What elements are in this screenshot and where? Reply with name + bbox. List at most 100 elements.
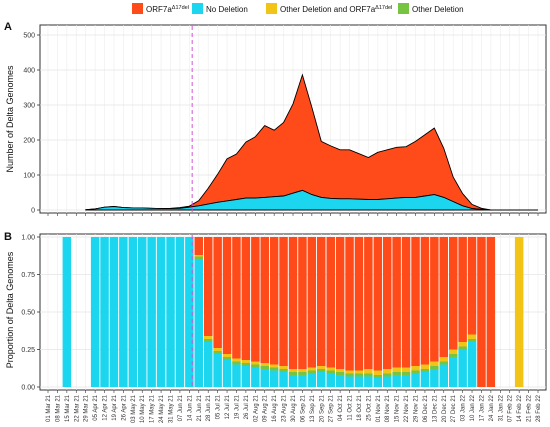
bar-orf7a [486, 237, 496, 387]
panel-a-ytick-label: 0 [31, 208, 35, 215]
bar-other-deletion [392, 372, 401, 375]
bar-orf7a [317, 237, 326, 366]
bar-no-deletion [364, 376, 373, 387]
bar-no-deletion [317, 372, 326, 387]
bar-other-and-orf7a [213, 348, 222, 351]
panel-b-plot: 0.00 0.25 0.50 0.75 1.00 [21, 233, 547, 392]
x-tick-label: 28 Feb 22 [536, 394, 542, 422]
x-tick-label: 30 Aug 21 [291, 394, 297, 422]
bar-other-and-orf7a [232, 358, 241, 362]
x-tick-label: 22 Nov 21 [404, 394, 410, 422]
x-tick-label: 02 Aug 21 [253, 394, 259, 422]
bar-no-deletion [185, 237, 194, 387]
x-tick-label: 14 Feb 22 [517, 394, 523, 422]
panel-a-ytick-label: 300 [23, 103, 35, 110]
bar-orf7a [383, 237, 392, 369]
x-axis: 01 Mar 21 08 Mar 21 15 Mar 21 22 Mar 21 29 M… [46, 213, 542, 423]
panel-b-ytick-label: 0.00 [21, 385, 35, 392]
bar-no-deletion [204, 342, 213, 387]
bar-orf7a [477, 237, 486, 387]
panel-a-tag: A [4, 21, 12, 33]
bar-other-and-orf7a [401, 367, 411, 372]
bar-other-and-orf7a [449, 349, 458, 354]
area-no-deletion [85, 189, 538, 211]
bar-other-and-orf7a [251, 361, 260, 365]
x-tick-label: 24 Jan 22 [489, 394, 495, 421]
bar-other-deletion [213, 351, 222, 354]
bar-no-deletion [335, 375, 345, 387]
bar-other-and-orf7a [430, 361, 439, 366]
bar-other-deletion [345, 373, 354, 377]
bar-other-deletion [298, 372, 307, 375]
panel-a-ytick-label: 500 [23, 33, 35, 40]
bar-other-deletion [401, 372, 411, 375]
x-tick-label: 09 Aug 21 [263, 394, 269, 422]
bar-no-deletion [411, 373, 420, 387]
bar-no-deletion [326, 373, 335, 387]
bar-other-deletion [204, 339, 213, 342]
legend-item-nodel: No Deletion [192, 3, 248, 14]
bar-no-deletion [119, 237, 128, 387]
legend-label: ORF7aΔ17del [146, 5, 189, 14]
x-tick-label: 10 May 21 [140, 394, 146, 423]
bar-other-deletion [260, 366, 269, 369]
legend-label: Other Deletion and ORF7aΔ17del [280, 5, 392, 14]
x-tick-label: 17 Jan 22 [480, 394, 486, 421]
x-tick-label: 15 Mar 21 [65, 394, 71, 422]
bar-orf7a [269, 237, 279, 365]
bar-no-deletion [383, 376, 392, 387]
bar-other-deletion [288, 372, 298, 375]
legend-item-other: Other Deletion [398, 3, 464, 14]
x-tick-label: 07 Jun 21 [178, 394, 184, 421]
bar-other-deletion [467, 339, 477, 342]
x-tick-label: 19 Jul 21 [235, 394, 241, 419]
bar-no-deletion [138, 237, 147, 387]
panel-b-ytick-label: 0.50 [21, 310, 35, 317]
bar-orf7a [194, 237, 203, 255]
bar-other-deletion [439, 361, 448, 365]
x-tick-label: 22 Mar 21 [74, 394, 80, 422]
x-tick-label: 01 Nov 21 [376, 394, 382, 422]
bar-orf7a [251, 237, 260, 362]
x-tick-label: 27 Sep 21 [329, 394, 335, 422]
x-tick-label: 18 Oct 21 [357, 394, 363, 421]
bar-other-deletion [241, 363, 251, 366]
bar-other-deletion [194, 256, 203, 260]
bar-other-and-orf7a [354, 370, 364, 374]
bar-no-deletion [401, 375, 411, 387]
bar-no-deletion [439, 364, 448, 387]
bar-orf7a [439, 237, 448, 357]
bar-no-deletion [298, 375, 307, 387]
bar-other-and-orf7a [383, 369, 392, 374]
x-tick-label: 23 Aug 21 [282, 394, 288, 422]
bar-no-deletion [194, 259, 203, 387]
bar-other-deletion [222, 357, 232, 360]
panel-b-ytick-label: 0.75 [21, 272, 35, 279]
panel-a-ytick-label: 400 [23, 68, 35, 75]
bar-no-deletion [430, 369, 439, 387]
panel-b-ylabel: Proportion of Delta Genomes [5, 251, 15, 368]
bar-no-deletion [260, 369, 269, 387]
x-tick-label: 26 Apr 21 [121, 394, 127, 420]
x-tick-label: 21 Feb 22 [527, 394, 533, 422]
bar-no-deletion [279, 372, 288, 387]
x-tick-label: 13 Dec 21 [432, 394, 438, 422]
x-tick-label: 29 Nov 21 [414, 394, 420, 422]
x-tick-label: 14 Jun 21 [187, 394, 193, 421]
x-tick-label: 10 Jan 22 [470, 394, 476, 421]
bar-no-deletion [345, 376, 354, 387]
x-tick-label: 20 Dec 21 [442, 394, 448, 422]
bar-other-and-orf7a [439, 357, 448, 362]
bar-orf7a [326, 237, 335, 368]
bar-other-deletion [307, 370, 317, 374]
bar-orf7a [401, 237, 411, 368]
bar-other-deletion [383, 373, 392, 377]
bar-orf7a [279, 237, 288, 366]
x-tick-label: 11 Oct 21 [348, 394, 354, 420]
bar-other-and-orf7a [260, 363, 269, 366]
bar-no-deletion [373, 378, 383, 387]
x-tick-label: 17 May 21 [150, 394, 156, 423]
bar-orf7a [430, 237, 439, 362]
bar-orf7a [204, 237, 213, 336]
